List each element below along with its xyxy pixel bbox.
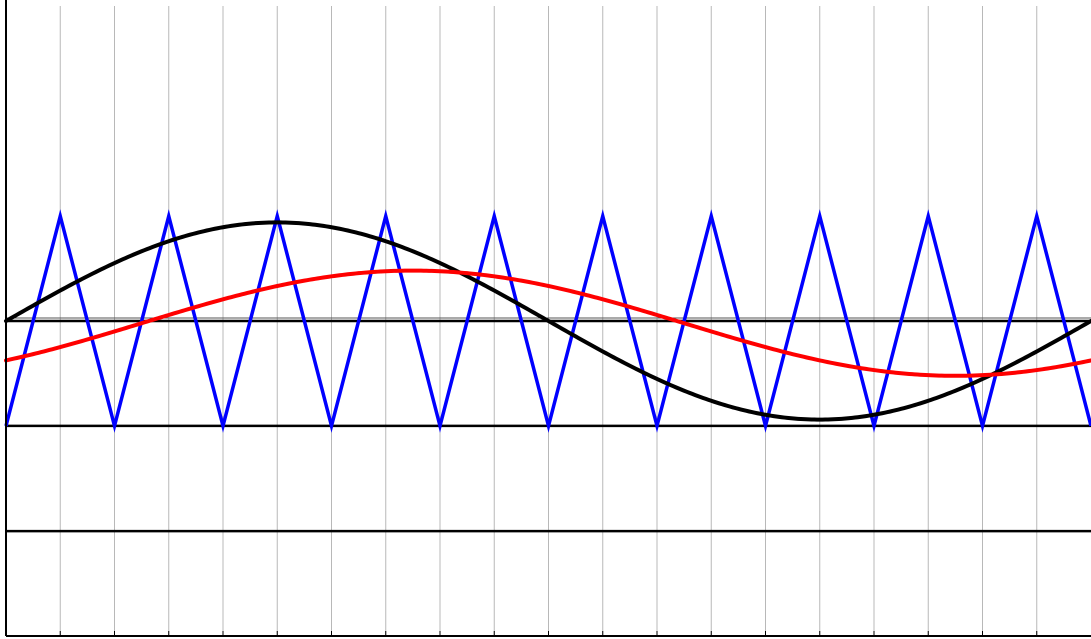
series-red-sine [4, 268, 1091, 378]
plot-frame [5, 0, 1091, 637]
series-black-sine [4, 220, 1091, 422]
series-blue-triangle [4, 209, 1091, 433]
series-lines [4, 209, 1091, 433]
